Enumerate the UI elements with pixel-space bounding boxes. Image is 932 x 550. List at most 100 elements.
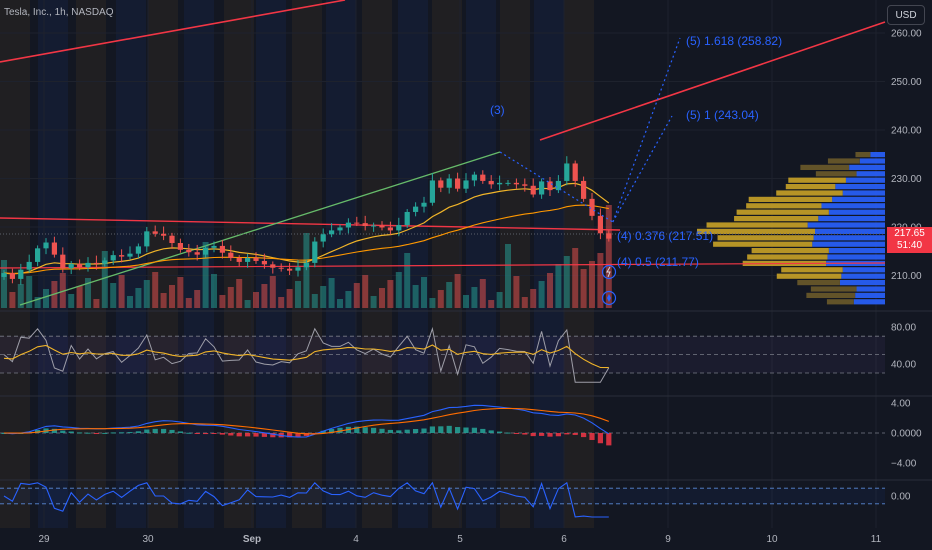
macd-histogram-bar bbox=[261, 433, 267, 437]
volume-bar bbox=[463, 295, 469, 308]
time-axis-label: 6 bbox=[561, 534, 567, 545]
volume-bar bbox=[194, 290, 201, 308]
wave-annotation: (5) 1.618 (258.82) bbox=[686, 34, 782, 48]
volume-bar bbox=[345, 291, 352, 308]
candle-body bbox=[26, 261, 32, 270]
lightning-glyph bbox=[606, 266, 611, 278]
macd-histogram-bar bbox=[329, 428, 335, 433]
candle-body bbox=[68, 263, 74, 269]
candle-body bbox=[1, 273, 7, 277]
macd-histogram-bar bbox=[228, 433, 234, 436]
compass-icon[interactable] bbox=[601, 290, 617, 306]
volume-bar bbox=[421, 277, 427, 308]
volume-bar bbox=[177, 277, 184, 308]
candle-body bbox=[597, 215, 603, 234]
profile-bar-gold bbox=[800, 164, 850, 170]
volume-bar bbox=[17, 284, 24, 308]
volume-bar bbox=[530, 289, 537, 308]
candle-body bbox=[152, 231, 158, 234]
macd-histogram-bar bbox=[211, 433, 217, 434]
profile-bar-blue bbox=[856, 286, 885, 292]
candle-body bbox=[51, 242, 57, 255]
volume-bars bbox=[1, 205, 612, 308]
last-price-value: 217.65 bbox=[894, 228, 925, 239]
fib-dotted-line bbox=[499, 151, 614, 223]
volume-bar bbox=[76, 286, 83, 308]
profile-bar-blue bbox=[835, 184, 885, 190]
macd-histogram-bar bbox=[354, 426, 360, 433]
bar-countdown: 51:40 bbox=[896, 240, 923, 251]
macd-histogram-bar bbox=[203, 433, 209, 435]
macd-histogram-bar bbox=[413, 428, 419, 433]
macd-signal-line bbox=[3, 407, 609, 435]
session-band bbox=[432, 0, 462, 528]
candle-body bbox=[93, 262, 99, 264]
session-band bbox=[466, 0, 496, 528]
upper-trend-line bbox=[0, 0, 346, 63]
candle-body bbox=[135, 246, 141, 254]
volume-bar bbox=[303, 233, 310, 308]
volume-bar bbox=[43, 289, 49, 308]
volume-bar bbox=[555, 264, 562, 308]
volume-bar bbox=[538, 281, 545, 308]
profile-bar-gold bbox=[815, 171, 857, 177]
candle-body bbox=[564, 163, 570, 181]
horizontal-trend-line bbox=[0, 217, 621, 231]
volume-bar bbox=[143, 280, 150, 308]
candle-body bbox=[354, 222, 360, 224]
wave-annotation: (5) 1 (243.04) bbox=[686, 108, 759, 122]
macd-histogram-bar bbox=[110, 432, 116, 434]
volume-bar bbox=[118, 275, 125, 308]
volume-bar bbox=[211, 274, 217, 308]
macd-histogram-bar bbox=[161, 428, 167, 433]
time-axis-label: 10 bbox=[766, 534, 778, 545]
candle-body bbox=[245, 258, 251, 262]
volume-bar bbox=[429, 298, 436, 308]
session-band bbox=[362, 0, 392, 528]
macd-histogram-bar bbox=[530, 433, 536, 437]
macd-histogram-bar bbox=[497, 431, 503, 433]
candle-body bbox=[228, 252, 234, 259]
macd-histogram-bar bbox=[463, 427, 469, 433]
volume-bar bbox=[521, 297, 528, 308]
volume-bar bbox=[169, 285, 175, 308]
profile-bar-gold bbox=[855, 152, 871, 158]
rsi-pane bbox=[0, 326, 885, 383]
profile-bar-blue bbox=[845, 177, 885, 183]
candle-body bbox=[261, 260, 267, 265]
macd-histogram-bar bbox=[68, 431, 74, 433]
fib-dotted-line bbox=[612, 115, 673, 223]
volume-bar bbox=[85, 278, 91, 308]
candle-body bbox=[303, 262, 309, 268]
volume-bar bbox=[446, 282, 453, 308]
volume-bar bbox=[479, 279, 486, 308]
candle-body bbox=[455, 178, 461, 189]
macd-histogram-bar bbox=[35, 430, 41, 433]
macd-histogram-bar bbox=[186, 432, 192, 434]
candle-body bbox=[522, 184, 528, 186]
macd-histogram-bar bbox=[589, 433, 595, 440]
macd-histogram-bar bbox=[396, 430, 402, 433]
candle-body bbox=[127, 253, 133, 257]
lightning-icon[interactable] bbox=[601, 264, 617, 280]
profile-bar-gold bbox=[697, 228, 815, 234]
candle-body bbox=[18, 269, 24, 279]
profile-bar-blue bbox=[849, 164, 885, 170]
candle-body bbox=[396, 225, 402, 231]
macd-histogram-bar bbox=[253, 433, 259, 437]
volume-bar bbox=[471, 287, 478, 308]
rsi-ma-line bbox=[3, 344, 609, 369]
candle-body bbox=[505, 182, 511, 184]
candlesticks bbox=[1, 156, 612, 285]
volume-bar bbox=[236, 279, 243, 308]
profile-bar-blue bbox=[813, 235, 885, 241]
profile-bar-gold bbox=[736, 209, 829, 215]
macd-histogram-bar bbox=[152, 428, 158, 433]
candle-body bbox=[413, 206, 419, 212]
macd-axis-label: −4.00 bbox=[891, 459, 917, 470]
osc-axis-label: 0.00 bbox=[891, 492, 911, 503]
profile-bar-gold bbox=[826, 299, 854, 305]
chart-icons[interactable] bbox=[601, 264, 617, 306]
currency-selector[interactable]: USD bbox=[887, 5, 925, 25]
